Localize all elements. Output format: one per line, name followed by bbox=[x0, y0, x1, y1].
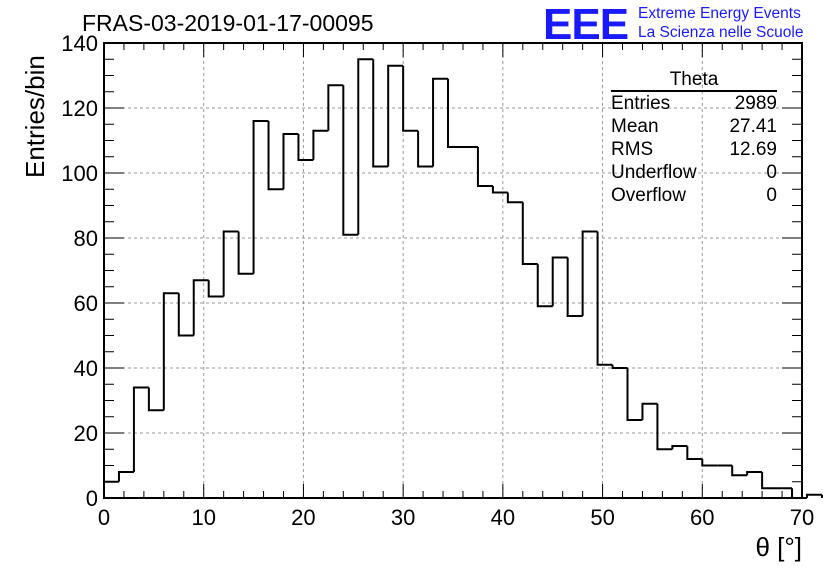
histogram-bin bbox=[491, 186, 508, 194]
histogram-bin bbox=[626, 368, 643, 421]
y-tick-label: 40 bbox=[74, 356, 98, 381]
y-tick-label: 100 bbox=[61, 161, 98, 186]
histogram-bin bbox=[447, 78, 463, 148]
histogram-bin bbox=[746, 471, 763, 476]
histogram-bin bbox=[222, 230, 239, 297]
histogram-bin bbox=[791, 488, 807, 499]
y-tick-label: 80 bbox=[74, 226, 98, 251]
stats-label: Underflow bbox=[611, 162, 697, 183]
stats-row-entries: Entries 2989 bbox=[611, 92, 777, 115]
stats-row-mean: Mean 27.41 bbox=[611, 115, 777, 138]
x-tick-label: 70 bbox=[790, 505, 814, 530]
histogram-bin bbox=[596, 231, 613, 366]
histogram-bin bbox=[207, 280, 224, 298]
y-tick-label: 0 bbox=[86, 486, 98, 511]
stats-row-underflow: Underflow 0 bbox=[611, 161, 777, 184]
grid-lines bbox=[104, 43, 802, 498]
histogram-bin bbox=[761, 472, 778, 490]
histogram-bin bbox=[132, 386, 149, 472]
histogram-bin bbox=[432, 77, 449, 167]
histogram-bin bbox=[656, 403, 673, 451]
y-tick-label: 120 bbox=[61, 96, 98, 121]
x-tick-label: 20 bbox=[291, 505, 315, 530]
stats-label: Overflow bbox=[611, 185, 686, 206]
histogram-bin bbox=[342, 85, 359, 236]
histogram-bin bbox=[417, 130, 434, 168]
histogram-bin bbox=[805, 493, 822, 498]
histogram-bin bbox=[402, 65, 419, 132]
x-tick-label: 30 bbox=[391, 505, 415, 530]
x-axis-label: θ [°] bbox=[755, 532, 802, 562]
stats-value: 2989 bbox=[734, 93, 777, 114]
axis-ticks bbox=[103, 42, 803, 499]
logo-line-1: Extreme Energy Events bbox=[638, 5, 801, 22]
histogram-bin bbox=[686, 446, 703, 460]
histogram-bin bbox=[177, 293, 194, 337]
y-tick-label: 140 bbox=[61, 31, 98, 56]
y-tick-label: 20 bbox=[74, 421, 98, 446]
eee-logo: EEE bbox=[543, 0, 629, 49]
x-tick-label: 50 bbox=[590, 505, 614, 530]
x-tick-label: 10 bbox=[191, 505, 215, 530]
histogram-bin bbox=[671, 445, 688, 450]
histogram-bin bbox=[551, 256, 568, 307]
y-axis-label: Entries/bin bbox=[20, 55, 50, 178]
histogram-bin bbox=[372, 59, 389, 168]
x-tick-label: 0 bbox=[98, 505, 110, 530]
histogram-bin bbox=[327, 84, 344, 131]
histogram-bin bbox=[282, 133, 299, 190]
histogram-bin bbox=[267, 121, 284, 191]
histogram-bin bbox=[611, 364, 628, 369]
stats-box: Theta Entries 2989 Mean 27.41 RMS 12.69 … bbox=[611, 70, 777, 207]
histogram-bin bbox=[476, 147, 493, 187]
histogram-bin bbox=[536, 264, 553, 308]
histogram-bin bbox=[252, 120, 269, 274]
histogram-bin bbox=[357, 58, 374, 235]
histogram-bin bbox=[641, 402, 658, 420]
stats-header: Theta bbox=[611, 70, 777, 92]
histogram-bin bbox=[521, 202, 538, 265]
histogram-bin bbox=[701, 459, 718, 467]
stats-row-rms: RMS 12.69 bbox=[611, 138, 777, 161]
stats-value: 27.41 bbox=[729, 116, 777, 137]
axis-tick-labels: 0 10 20 30 40 50 60 70 0 20 40 60 80 100 120 140 bbox=[61, 31, 814, 530]
stats-value: 12.69 bbox=[729, 139, 777, 160]
histogram-bin bbox=[192, 279, 209, 336]
histogram-bin bbox=[117, 471, 134, 482]
histogram-bin bbox=[581, 230, 598, 316]
y-tick-label: 60 bbox=[74, 291, 98, 316]
x-tick-label: 40 bbox=[491, 505, 515, 530]
stats-label: RMS bbox=[611, 139, 654, 160]
stats-label: Entries bbox=[611, 93, 671, 114]
histogram-bin bbox=[506, 192, 523, 204]
histogram-bin bbox=[566, 257, 583, 317]
histogram-bin bbox=[103, 480, 119, 498]
histogram-bin bbox=[147, 387, 164, 412]
stats-value: 0 bbox=[766, 162, 777, 183]
histogram-bars bbox=[103, 58, 823, 499]
chart-title: FRAS-03-2019-01-17-00095 bbox=[82, 10, 374, 36]
histogram-bin bbox=[312, 129, 329, 160]
histogram-bin bbox=[162, 292, 179, 411]
histogram-bin bbox=[387, 64, 404, 167]
histogram-bin bbox=[237, 231, 254, 275]
logo-line-2: La Scienza nelle Scuole bbox=[638, 24, 804, 41]
stats-label: Mean bbox=[611, 116, 659, 137]
stats-row-overflow: Overflow 0 bbox=[611, 184, 777, 207]
histogram-bin bbox=[297, 134, 314, 161]
x-tick-label: 60 bbox=[690, 505, 714, 530]
histogram-bin bbox=[731, 465, 748, 477]
stats-value: 0 bbox=[766, 185, 777, 206]
